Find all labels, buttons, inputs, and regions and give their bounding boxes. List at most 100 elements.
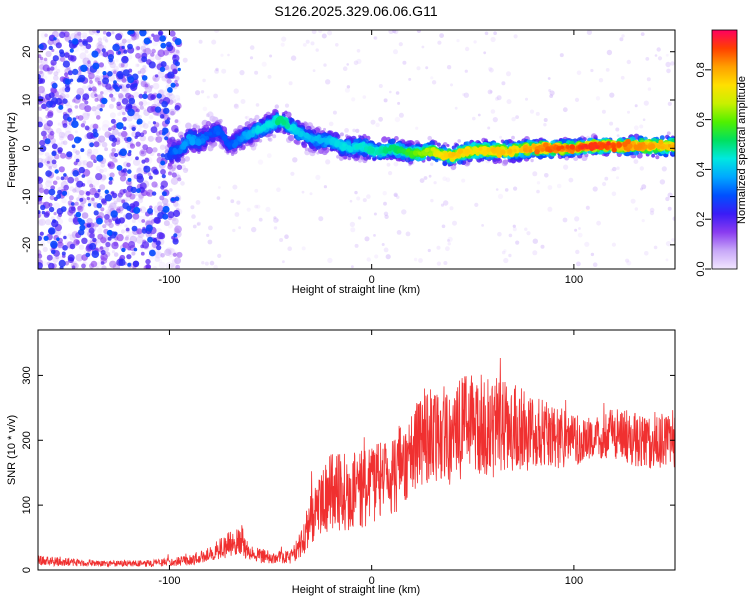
spectrogram-cell xyxy=(128,150,132,154)
spectrogram-cell xyxy=(526,231,531,236)
spectrogram-cell xyxy=(251,226,257,233)
spectrogram-cell xyxy=(276,187,281,192)
spectrogram-cell xyxy=(328,121,334,127)
spectrogram-cell xyxy=(82,35,88,40)
spectrogram-cell xyxy=(496,95,502,101)
spectrogram-cell xyxy=(499,135,503,139)
spectrogram-cell xyxy=(46,120,53,127)
spectrogram-cell xyxy=(113,70,117,74)
spectrogram-cell xyxy=(59,266,64,269)
spectrogram-cell xyxy=(110,97,116,102)
spectrogram-cell xyxy=(336,155,340,159)
spectrogram-cell xyxy=(89,233,95,239)
spectrogram-cell xyxy=(47,111,54,118)
spectrogram-cell xyxy=(41,210,46,215)
spectrogram-cell xyxy=(172,154,178,160)
spectrogram-cell xyxy=(86,36,93,43)
spectrogram-cell xyxy=(373,36,378,40)
spectrogram-cell xyxy=(111,241,119,250)
spectrogram-cell xyxy=(437,40,442,45)
spectrogram-cell xyxy=(373,36,376,40)
spectrogram-cell xyxy=(378,116,383,122)
spectrogram-cell xyxy=(101,198,107,204)
spectrogram-cell xyxy=(142,123,149,129)
spectrogram-cell xyxy=(489,67,494,73)
spectrogram-cell xyxy=(415,126,419,130)
spectrogram-cell xyxy=(440,203,445,207)
spectrogram-cell xyxy=(409,150,414,155)
spectrogram-cell xyxy=(97,233,104,240)
spectrogram-cell xyxy=(486,147,492,153)
spectrogram-cell xyxy=(60,132,67,139)
spectrogram-cell xyxy=(135,156,139,161)
spectrogram-cell xyxy=(63,173,67,177)
spectrogram-cell xyxy=(59,135,64,141)
spectrogram-cell xyxy=(442,161,447,166)
spectrogram-cell xyxy=(198,39,203,44)
figure-title: S126.2025.329.06.06.G11 xyxy=(274,3,437,19)
spectrogram-cell xyxy=(39,70,43,75)
spectrogram-cell xyxy=(125,227,130,232)
spectrogram-cell xyxy=(110,210,118,218)
spectrogram-cell xyxy=(575,249,580,255)
spectrogram-cell xyxy=(586,30,592,35)
spectrogram-cell xyxy=(125,154,133,162)
spectrogram-cell xyxy=(99,184,106,191)
spectrogram-cell xyxy=(490,109,496,114)
spectrogram-cell xyxy=(96,203,103,209)
spectrogram-cell xyxy=(141,56,148,63)
spectrogram-cell xyxy=(92,237,97,243)
spectrogram-cell xyxy=(354,243,359,248)
spectrogram-cell xyxy=(104,147,108,152)
spectrogram-cell xyxy=(254,114,260,120)
spectrogram-cell xyxy=(477,113,481,117)
spectrogram-cell xyxy=(175,49,180,54)
spectrogram-cell xyxy=(102,89,109,96)
spectrogram-cell xyxy=(549,90,555,96)
spectrogram-cell xyxy=(111,31,115,35)
spectrogram-cell xyxy=(117,132,123,137)
spectrogram-cell xyxy=(111,191,115,195)
spectrogram-cell xyxy=(71,265,76,269)
spectrogram-cell xyxy=(119,148,127,157)
spectrogram-cell xyxy=(206,95,210,99)
spectrogram-cell xyxy=(154,106,162,113)
spectrogram-cell xyxy=(634,104,638,108)
spectrogram-cell xyxy=(160,153,166,158)
spectrogram-cell xyxy=(500,149,506,155)
spectrogram-cell xyxy=(487,89,493,95)
spectrogram-cell xyxy=(113,80,117,85)
spectrogram-cell xyxy=(42,119,47,125)
spectrogram-cell xyxy=(131,219,136,223)
spectrogram-cell xyxy=(427,248,431,253)
spectrogram-cell xyxy=(71,144,76,149)
spectrogram-cell xyxy=(612,166,617,172)
spectrogram-cell xyxy=(118,258,126,266)
spectrogram-cell xyxy=(393,192,398,197)
spectrogram-cell xyxy=(439,33,444,38)
spectrogram-cell xyxy=(151,191,157,196)
spectrogram-cell xyxy=(274,104,279,109)
spectrogram-cell xyxy=(58,88,65,94)
spectrogram-cell xyxy=(99,108,103,112)
spectrogram-cell xyxy=(174,128,179,133)
spectrogram-cell xyxy=(364,236,370,242)
spectrogram-cell xyxy=(77,160,86,168)
spectrogram-cell xyxy=(354,190,358,195)
spectrogram-cell xyxy=(52,180,58,186)
spectrogram-cell xyxy=(633,159,639,165)
spectrogram-cell xyxy=(192,124,198,129)
spectrogram-cell xyxy=(200,90,205,94)
spectrogram-cell xyxy=(127,54,133,60)
spectrogram-cell xyxy=(529,109,535,114)
spectrogram-cell xyxy=(61,251,66,256)
spectrogram-cell xyxy=(272,134,277,139)
spectrogram-cell xyxy=(77,31,82,36)
spectrogram-cell xyxy=(370,119,376,125)
spectrogram-cell xyxy=(174,202,180,209)
spectrogram-cell xyxy=(125,212,133,220)
spectrogram-cell xyxy=(267,137,271,141)
spectrogram-cell xyxy=(495,188,499,191)
spectrogram-cell xyxy=(170,82,176,88)
spectrogram-cell xyxy=(171,167,176,172)
